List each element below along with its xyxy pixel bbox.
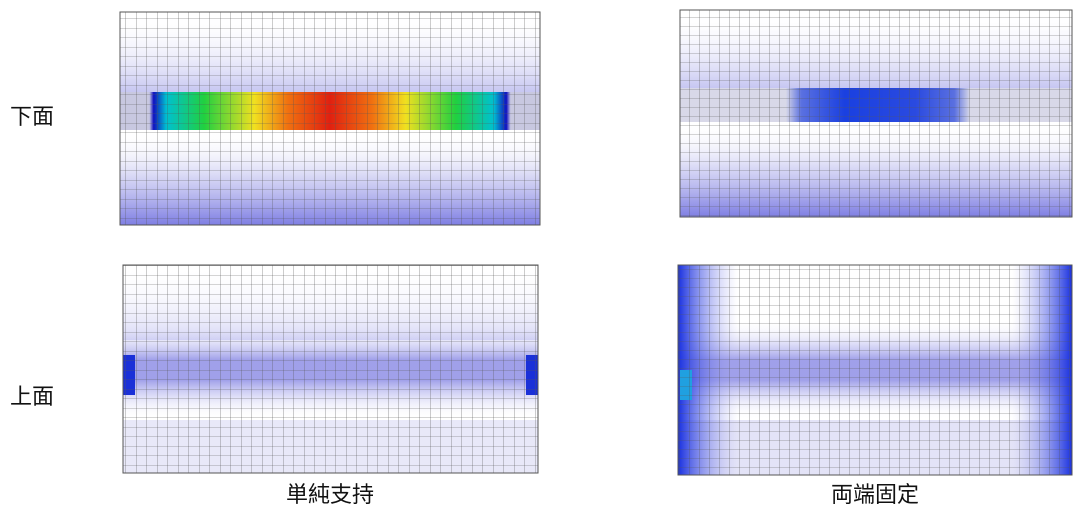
contour-panel [123, 265, 538, 473]
row-label: 上面 [10, 385, 54, 410]
contour-panel [680, 10, 1072, 217]
contour-panel [120, 12, 540, 225]
row-label: 下面 [10, 105, 54, 130]
figure: 下面 上面 単純支持 両端固定 [0, 0, 1083, 511]
column-label: 単純支持 [286, 483, 374, 508]
contour-panel [678, 265, 1072, 475]
column-label: 両端固定 [831, 483, 919, 508]
